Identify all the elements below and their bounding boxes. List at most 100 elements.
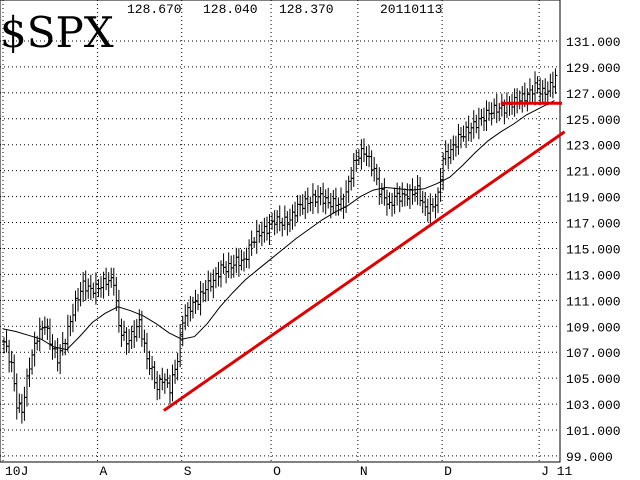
ohlc-bar bbox=[183, 304, 188, 331]
ohlc-bar bbox=[448, 139, 453, 165]
ohlc-bar bbox=[433, 193, 438, 219]
ohlc-bar bbox=[19, 394, 24, 424]
ohlc-bar bbox=[476, 107, 481, 140]
ohlc-bar bbox=[63, 338, 68, 356]
ohlc-bar bbox=[241, 251, 246, 272]
ohlc-bar bbox=[492, 98, 497, 119]
ohlc-bar bbox=[323, 189, 328, 215]
y-tick-label: 131.000 bbox=[566, 35, 621, 50]
ohlc-bar bbox=[30, 349, 35, 375]
y-tick-label: 107.000 bbox=[566, 346, 621, 361]
ohlc-bar bbox=[152, 360, 157, 390]
ohlc-bar bbox=[24, 368, 29, 407]
ohlc-bar bbox=[361, 138, 366, 163]
ohlc-bar bbox=[461, 125, 466, 142]
ohlc-bar bbox=[507, 96, 512, 116]
y-tick-label: 129.000 bbox=[566, 61, 621, 76]
y-tick-label: 111.000 bbox=[566, 294, 621, 309]
ohlc-bar bbox=[341, 193, 346, 219]
ohlc-bar bbox=[224, 261, 229, 284]
ohlc-bar bbox=[101, 271, 106, 299]
y-tick-label: 119.000 bbox=[566, 191, 621, 206]
ohlc-bar bbox=[392, 187, 397, 214]
ohlc-bar bbox=[464, 121, 469, 149]
x-tick-label: S bbox=[184, 464, 192, 479]
ohlc-bar bbox=[91, 282, 96, 299]
ohlc-bar bbox=[543, 78, 548, 104]
ohlc-bar bbox=[377, 167, 382, 205]
ohlc-bar bbox=[262, 217, 267, 243]
ohlc-bar bbox=[550, 71, 555, 99]
ohlc-bar bbox=[155, 371, 160, 401]
ohlc-bar bbox=[259, 221, 264, 246]
ohlc-bar bbox=[277, 205, 282, 232]
ohlc-bar bbox=[27, 357, 32, 387]
ohlc-bar bbox=[196, 293, 201, 311]
ohlc-bar bbox=[308, 196, 313, 212]
ohlc-bar bbox=[157, 374, 162, 400]
y-tick-label: 101.000 bbox=[566, 424, 621, 439]
date-value: 20110113 bbox=[380, 2, 442, 17]
ohlc-bar bbox=[198, 281, 203, 316]
ohlc-bar bbox=[132, 320, 137, 349]
ohlc-bar bbox=[4, 330, 9, 353]
ohlc-bar bbox=[430, 197, 435, 212]
ohlc-bar bbox=[458, 126, 463, 149]
y-tick-label: 109.000 bbox=[566, 320, 621, 335]
x-tick-label: J 11 bbox=[541, 464, 572, 479]
ohlc-bar bbox=[313, 189, 318, 208]
chart-symbol: $SPX bbox=[0, 8, 114, 57]
ohlc-bar bbox=[487, 101, 492, 121]
uptrend-line bbox=[162, 130, 566, 412]
x-tick-label: 10J bbox=[5, 464, 28, 479]
ohlc-bar bbox=[55, 337, 60, 372]
ohlc-bar bbox=[173, 359, 178, 384]
ohlc-bar bbox=[351, 153, 356, 187]
ohlc-bar bbox=[425, 198, 430, 222]
moving-average-line bbox=[2, 100, 555, 351]
y-tick-label: 113.000 bbox=[566, 268, 621, 283]
y-tick-label: 99.000 bbox=[566, 450, 613, 465]
ohlc-bar bbox=[104, 267, 109, 291]
ohlc-bar bbox=[295, 195, 300, 223]
high-value: 128.040 bbox=[203, 2, 258, 17]
ohlc-bar bbox=[150, 355, 155, 381]
ohlc-bar bbox=[517, 90, 522, 110]
ohlc-bar bbox=[185, 302, 190, 326]
open-value: 128.670 bbox=[127, 2, 182, 17]
ohlc-bar bbox=[119, 318, 124, 347]
ohlc-bar bbox=[538, 77, 543, 106]
ohlc-bar bbox=[45, 318, 50, 340]
ohlc-bar bbox=[400, 182, 405, 207]
ohlc-bar bbox=[193, 289, 198, 314]
ohlc-bar bbox=[42, 316, 47, 335]
x-tick-label: A bbox=[99, 464, 107, 479]
ohlc-bar bbox=[144, 332, 149, 370]
y-tick-label: 117.000 bbox=[566, 217, 621, 232]
ohlc-bar bbox=[481, 107, 486, 132]
ohlc-bar bbox=[70, 303, 75, 333]
ohlc-bar bbox=[423, 192, 428, 217]
ohlc-bar bbox=[356, 149, 361, 166]
ohlc-bar bbox=[88, 274, 93, 300]
ohlc-bar bbox=[520, 86, 525, 113]
ohlc-bar bbox=[247, 239, 252, 269]
ohlc-bar bbox=[346, 175, 351, 203]
ohlc-bar bbox=[78, 282, 83, 307]
ohlc-bar bbox=[451, 135, 456, 161]
ohlc-bar bbox=[234, 247, 239, 274]
plot-frame bbox=[0, 0, 561, 463]
ohlc-bar bbox=[249, 230, 254, 256]
ohlc-bar bbox=[384, 189, 389, 216]
y-tick-label: 103.000 bbox=[566, 398, 621, 413]
ohlc-bar bbox=[515, 88, 520, 114]
ohlc-bar bbox=[221, 253, 226, 274]
ohlc-bar bbox=[244, 247, 249, 268]
x-tick-label: O bbox=[273, 464, 281, 479]
ohlc-bar bbox=[236, 248, 241, 278]
ohlc-bar bbox=[443, 140, 448, 166]
ohlc-bar bbox=[275, 210, 280, 234]
ohlc-bar bbox=[170, 364, 175, 402]
x-tick-label: D bbox=[444, 464, 452, 479]
